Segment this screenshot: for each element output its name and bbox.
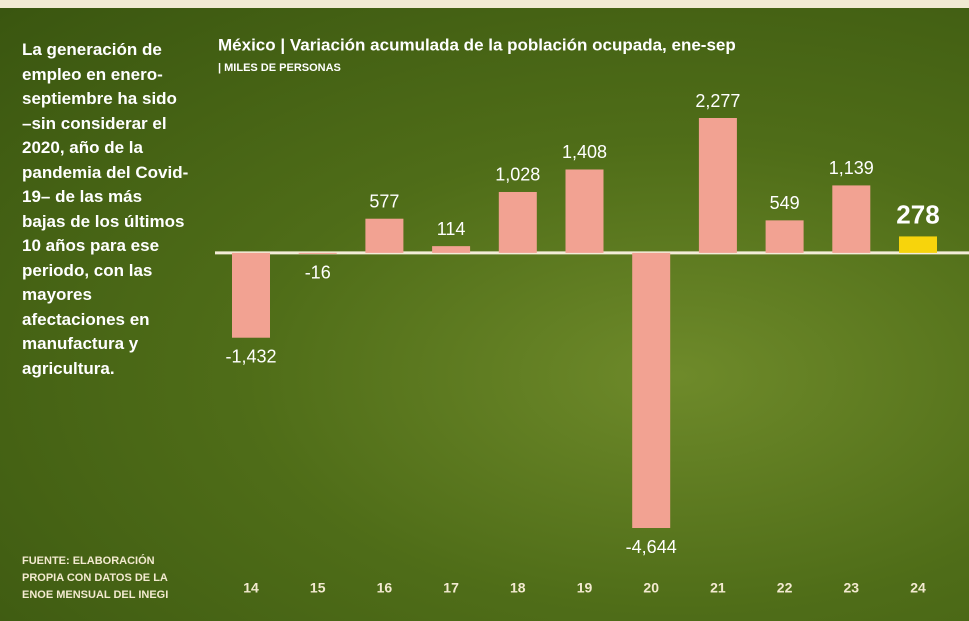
x-tick-label: 20 — [643, 580, 659, 596]
bar — [899, 236, 937, 252]
x-tick-label: 24 — [910, 580, 926, 596]
chart: México | Variación acumulada de la pobla… — [0, 8, 969, 621]
bar — [699, 118, 737, 253]
bar — [832, 185, 870, 252]
value-label: 2,277 — [695, 91, 740, 111]
infographic: La generación de empleo en enero-septiem… — [0, 0, 969, 621]
x-tick-label: 16 — [377, 580, 393, 596]
bar — [365, 219, 403, 253]
x-tick-label: 18 — [510, 580, 526, 596]
bar — [432, 246, 470, 253]
x-tick-label: 17 — [443, 580, 459, 596]
bar — [499, 192, 537, 253]
value-label: -1,432 — [225, 346, 276, 366]
bar — [632, 253, 670, 528]
value-label: 114 — [437, 219, 466, 239]
value-label: -4,644 — [626, 537, 677, 557]
value-label: 1,028 — [495, 165, 540, 185]
value-label: 1,408 — [562, 142, 607, 162]
bar — [299, 253, 337, 254]
value-label: 549 — [770, 193, 800, 213]
x-tick-label: 21 — [710, 580, 726, 596]
x-tick-label: 19 — [577, 580, 593, 596]
value-label: 1,139 — [829, 158, 874, 178]
x-tick-label: 22 — [777, 580, 793, 596]
x-tick-label: 15 — [310, 580, 326, 596]
value-label: 577 — [369, 191, 399, 211]
x-tick-label: 23 — [844, 580, 860, 596]
chart-subtitle: | MILES DE PERSONAS — [218, 62, 341, 74]
value-label: 278 — [896, 199, 939, 229]
bar — [232, 253, 270, 338]
bar — [766, 220, 804, 253]
value-label: -16 — [305, 263, 331, 283]
chart-title: México | Variación acumulada de la pobla… — [218, 35, 736, 54]
bar — [566, 169, 604, 252]
x-tick-label: 14 — [243, 580, 259, 596]
